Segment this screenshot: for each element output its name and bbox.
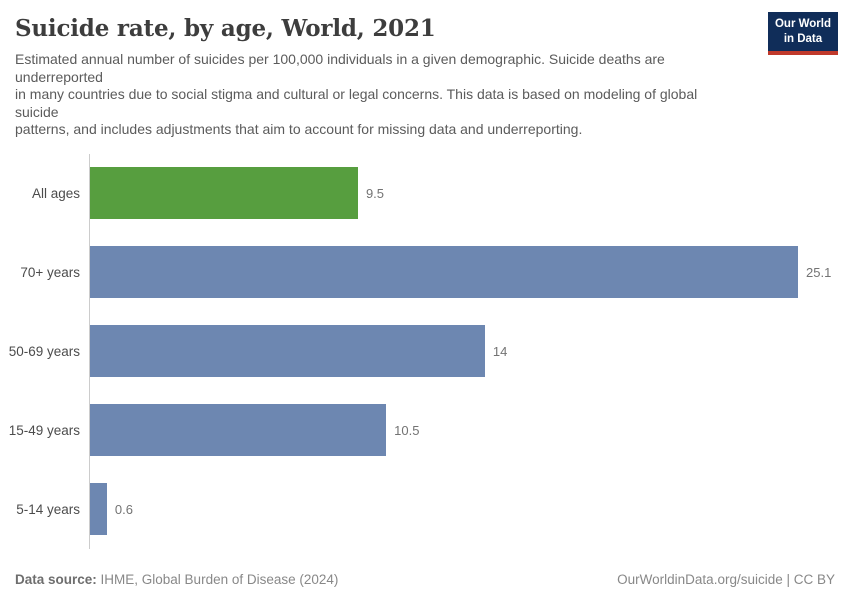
bar-50-69-years[interactable] <box>90 325 485 378</box>
chart-subtitle-line: patterns, and includes adjustments that … <box>15 121 583 138</box>
bar-all-ages[interactable] <box>90 167 358 220</box>
plot-area: 9.5 25.1 14 10.5 0.6 <box>89 153 850 549</box>
data-source-text: IHME, Global Burden of Disease (2024) <box>96 572 339 587</box>
bar-row-70-years: 25.1 <box>90 233 850 312</box>
category-label-50-69-years: 50-69 years <box>8 343 80 359</box>
owid-cc-by-link[interactable]: OurWorldinData.org/suicide | CC BY <box>617 572 835 587</box>
bar-value-70-years: 25.1 <box>806 264 832 280</box>
bar-value-50-69-years: 14 <box>492 343 508 359</box>
bar-15-49-years[interactable] <box>90 404 387 457</box>
chart-header: Suicide rate, by age, World, 2021 Estima… <box>0 0 850 139</box>
bar-value-5-14-years: 0.6 <box>114 501 133 517</box>
category-labels: All ages 70+ years 50-69 years 15-49 years 5… <box>0 154 89 549</box>
bar-5-14-years[interactable] <box>90 483 107 536</box>
bar-row-15-49-years: 10.5 <box>90 391 850 470</box>
category-label-15-49-years: 15-49 years <box>8 422 80 438</box>
data-source-label: Data source: <box>15 572 97 587</box>
owid-logo-line1: Our World <box>774 18 831 30</box>
bar-chart: All ages 70+ years 50-69 years 15-49 years 5… <box>0 153 850 549</box>
bar-value-all-ages: 9.5 <box>365 185 385 201</box>
bar-row-all-ages: 9.5 <box>90 154 850 233</box>
bar-value-15-49-years: 10.5 <box>394 422 420 438</box>
bar-row-50-69-years: 14 <box>90 312 850 391</box>
bar-row-5-14-years: 0.6 <box>90 470 850 549</box>
category-label-5-14-years: 5-14 years <box>16 501 80 517</box>
data-source-line: Data source: IHME, Global Burden of Dise… <box>15 572 338 587</box>
chart-subtitle: Estimated annual number of suicides per … <box>15 51 834 139</box>
category-label-all-ages: All ages <box>31 185 80 201</box>
owid-logo[interactable]: Our World in Data <box>767 12 838 55</box>
owid-logo-line2: in Data <box>783 32 823 45</box>
bar-70-years[interactable] <box>90 246 798 299</box>
chart-subtitle-line: in many countries due to social stigma a… <box>15 86 698 103</box>
category-label-70-years: 70+ years <box>20 264 80 280</box>
chart-subtitle-line: suicide <box>15 103 59 120</box>
chart-subtitle-line: underreported <box>15 68 103 85</box>
chart-title: Suicide rate, by age, World, 2021 <box>15 15 436 42</box>
chart-footer: Data source: IHME, Global Burden of Dise… <box>15 572 835 587</box>
chart-subtitle-line: Estimated annual number of suicides per … <box>15 51 665 67</box>
